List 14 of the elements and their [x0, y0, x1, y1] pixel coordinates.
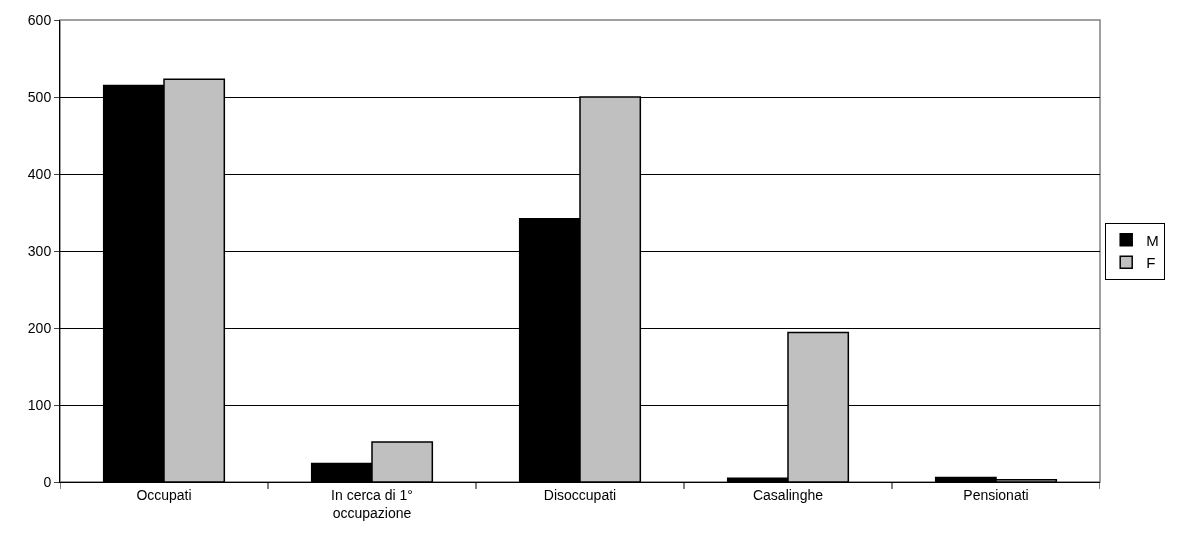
x-tick-label: In cerca di 1° occupazione: [331, 486, 413, 521]
y-tick-label: 100: [27, 396, 52, 413]
x-tick-label: Occupati: [136, 486, 192, 503]
y-tick-label: 300: [27, 242, 52, 259]
x-tick-label: Pensionati: [963, 486, 1029, 503]
legend-label: M: [1146, 231, 1159, 249]
y-tick-label: 200: [27, 319, 52, 336]
y-tick-label: 400: [27, 165, 52, 182]
x-tick-label: Disoccupati: [543, 486, 617, 503]
y-tick-label: 600: [27, 11, 52, 28]
legend-label: F: [1146, 254, 1156, 272]
y-tick-label: 0: [43, 473, 52, 490]
y-tick-label: 500: [27, 88, 52, 105]
x-tick-label: Casalinghe: [752, 486, 824, 503]
